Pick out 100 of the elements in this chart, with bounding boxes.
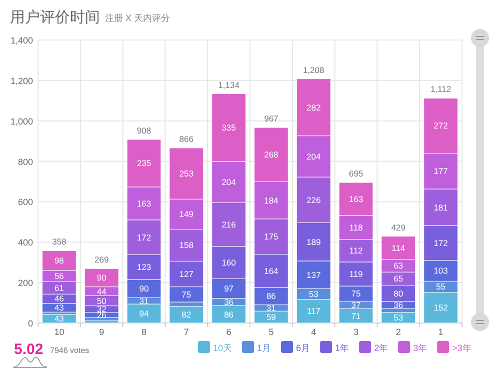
- data-label: 61: [54, 282, 64, 293]
- data-label: 272: [434, 120, 448, 131]
- total-label: 908: [136, 125, 152, 136]
- y-tick-label: 1,000: [10, 116, 33, 126]
- data-label: 137: [306, 270, 321, 280]
- y-tick-label: 200: [18, 278, 33, 288]
- chart-title: 用户评价时间: [10, 9, 100, 26]
- data-label: 90: [96, 272, 107, 283]
- data-label: 53: [308, 288, 319, 299]
- data-label: 59: [266, 312, 276, 322]
- total-label: 866: [179, 134, 194, 144]
- y-tick-label: 1,400: [10, 36, 33, 46]
- y-tick-label: 0: [28, 318, 33, 328]
- data-label: 114: [392, 242, 406, 253]
- data-label: 50: [96, 296, 107, 306]
- data-label: 86: [266, 291, 276, 302]
- bar: [84, 320, 119, 324]
- data-label: 82: [182, 310, 192, 320]
- data-label: 117: [306, 306, 321, 316]
- data-label: 36: [394, 300, 404, 310]
- x-tick-label: 8: [141, 327, 147, 337]
- data-label: 31: [139, 296, 149, 306]
- y-tick-label: 800: [18, 156, 33, 167]
- data-label: 75: [351, 288, 361, 299]
- y-tick-label: 600: [18, 197, 33, 208]
- bar: [381, 312, 416, 324]
- data-label: 164: [264, 266, 279, 276]
- x-tick-label: 2: [396, 327, 401, 337]
- total-label: 429: [391, 222, 406, 232]
- data-label: 181: [434, 202, 448, 212]
- data-label: 56: [54, 271, 64, 282]
- data-label: 43: [54, 302, 64, 313]
- data-label: 177: [434, 166, 448, 176]
- legend-label: 10天: [213, 343, 232, 353]
- x-tick-label: 7: [184, 327, 189, 337]
- x-tick-label: 5: [268, 327, 274, 337]
- legend-label: 1月: [257, 343, 272, 353]
- data-label: 86: [224, 309, 234, 320]
- data-label: 335: [222, 122, 236, 133]
- data-label: 80: [394, 288, 404, 298]
- legend-label: >3年: [452, 343, 472, 353]
- data-label: 43: [54, 314, 64, 324]
- x-tick-label: 1: [438, 327, 444, 337]
- total-label: 967: [264, 114, 279, 124]
- data-label: 184: [264, 195, 279, 206]
- legend-label: 3年: [413, 343, 428, 353]
- text: 5.02: [14, 341, 44, 358]
- data-label: 189: [306, 236, 321, 247]
- data-label: 268: [264, 150, 279, 160]
- data-label: 160: [222, 258, 236, 268]
- data-label: 226: [306, 194, 321, 205]
- data-label: 103: [434, 266, 448, 276]
- data-label: 36: [224, 296, 234, 307]
- data-label: 75: [182, 289, 192, 300]
- data-label: 31: [266, 302, 276, 313]
- x-tick-label: 3: [353, 327, 359, 337]
- total-label: 1,112: [430, 84, 452, 94]
- total-label: 695: [348, 168, 364, 179]
- x-tick-label: 4: [311, 327, 316, 337]
- data-label: 63: [394, 260, 404, 271]
- data-label: 94: [139, 308, 149, 318]
- data-label: 37: [351, 300, 361, 310]
- data-label: 253: [179, 168, 194, 179]
- data-label: 119: [349, 268, 364, 279]
- data-label: 175: [264, 232, 279, 242]
- data-label: 158: [179, 240, 194, 250]
- data-label: 98: [54, 256, 64, 266]
- data-label: 163: [136, 198, 152, 208]
- data-label: 71: [351, 310, 361, 321]
- data-label: 172: [136, 232, 152, 242]
- bar: [169, 306, 204, 324]
- data-label: 235: [136, 158, 152, 168]
- total-label: 1,134: [218, 80, 240, 90]
- data-label: 118: [349, 222, 364, 232]
- y-tick-label: 1,200: [10, 76, 33, 86]
- data-label: 282: [306, 102, 321, 112]
- data-label: 97: [224, 284, 234, 294]
- data-label: 149: [179, 209, 194, 220]
- total-label: 358: [52, 236, 67, 247]
- data-label: 172: [434, 238, 448, 248]
- data-label: 204: [306, 151, 321, 162]
- text: 7946 votes: [50, 346, 90, 355]
- data-label: 90: [139, 284, 149, 294]
- data-label: 152: [434, 302, 448, 313]
- legend-label: 6月: [296, 343, 310, 353]
- y-tick-label: 400: [18, 238, 33, 248]
- total-label: 269: [94, 254, 109, 265]
- data-label: 163: [348, 194, 364, 204]
- data-label: 44: [96, 286, 107, 296]
- data-label: 204: [222, 177, 236, 188]
- data-label: 53: [394, 312, 404, 323]
- data-label: 46: [54, 294, 64, 304]
- x-tick-label: 6: [226, 327, 232, 337]
- total-label: 1,208: [302, 64, 325, 75]
- data-label: 55: [436, 282, 446, 292]
- legend-label: 2年: [374, 343, 388, 353]
- data-label: 112: [349, 246, 364, 256]
- x-tick-label: 10: [54, 327, 64, 337]
- chart-subtitle: 注册 X 天内评分: [105, 13, 170, 23]
- legend-label: 1年: [335, 343, 350, 353]
